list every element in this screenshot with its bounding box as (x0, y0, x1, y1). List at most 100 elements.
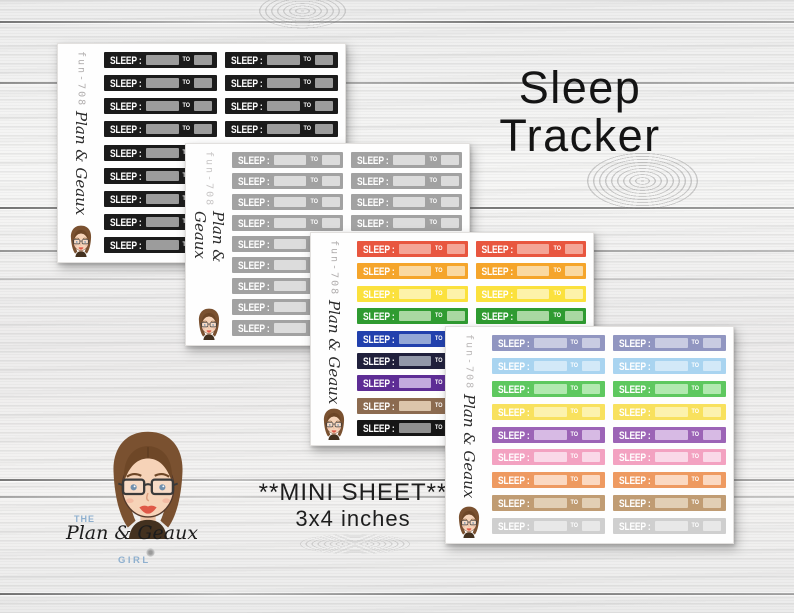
sleep-sticker-gray: SLEEP : TO (351, 215, 462, 231)
wood-knot (300, 534, 410, 554)
size-note: **MINI SHEET** 3x4 inches (243, 479, 463, 532)
sleep-label: SLEEP : (231, 53, 263, 67)
sleep-label: SLEEP : (357, 153, 389, 167)
flower-icon (146, 548, 155, 557)
time-box-start (266, 101, 300, 112)
sleep-label: SLEEP : (363, 354, 395, 368)
girl-avatar-graphic (70, 225, 92, 257)
time-box-start (266, 55, 300, 65)
sleep-label: SLEEP : (619, 336, 651, 350)
time-box-end (194, 124, 213, 135)
plank-seam (0, 593, 794, 595)
to-label: TO (182, 125, 191, 133)
sleep-sticker-tan: SLEEP : TO (613, 495, 726, 512)
time-box-start (145, 170, 179, 181)
sleep-label: SLEEP : (238, 195, 270, 209)
sleep-sticker-periwinkle: SLEEP : TO (492, 335, 605, 351)
sleep-sticker-gray: SLEEP : TO (351, 194, 462, 210)
sleep-sticker-purple: SLEEP : TO (492, 426, 605, 443)
time-box-start (398, 244, 431, 254)
to-label: TO (434, 379, 443, 387)
time-box-start (273, 155, 307, 165)
plank-seam (0, 479, 794, 481)
to-label: TO (182, 102, 191, 110)
brand-script-label: Plan & Geaux (325, 300, 343, 405)
sleep-sticker-pink: SLEEP : TO (492, 449, 605, 466)
time-box-start (392, 197, 426, 207)
sleep-label: SLEEP : (498, 405, 530, 419)
to-label: TO (570, 499, 579, 507)
to-label: TO (434, 312, 443, 320)
time-box-start (392, 176, 426, 186)
sleep-label: SLEEP : (619, 450, 651, 464)
time-box-end (446, 311, 465, 322)
sleep-sticker-light-gray: SLEEP : TO (492, 518, 605, 534)
sleep-label: SLEEP : (363, 264, 395, 278)
sleep-label: SLEEP : (363, 421, 395, 435)
time-box-end (703, 338, 722, 348)
time-box-start (517, 311, 550, 322)
sleep-label: SLEEP : (357, 216, 389, 230)
time-box-end (582, 406, 601, 417)
to-label: TO (570, 453, 579, 461)
to-label: TO (310, 177, 318, 185)
to-label: TO (691, 339, 700, 347)
time-box-end (582, 429, 601, 440)
girl-avatar-graphic (323, 408, 345, 440)
time-box-start (654, 452, 688, 463)
sleep-label: SLEEP : (363, 309, 395, 323)
time-box-end (322, 155, 340, 165)
to-label: TO (691, 453, 700, 461)
sleep-sticker-orange: SLEEP : TO (357, 263, 468, 280)
time-box-start (533, 383, 567, 394)
sleep-sticker-tan: SLEEP : TO (492, 495, 605, 512)
time-box-end (582, 475, 601, 486)
time-box-end (565, 288, 583, 299)
time-box-end (315, 101, 334, 112)
sleep-label: SLEEP : (363, 242, 395, 256)
time-box-start (392, 218, 426, 228)
to-label: TO (429, 156, 437, 164)
time-box-start (273, 281, 307, 291)
to-label: TO (434, 334, 443, 343)
brand-script-label: Plan & Geaux (191, 211, 227, 263)
sleep-sticker-pink: SLEEP : TO (613, 449, 726, 466)
time-box-end (565, 244, 583, 254)
time-box-start (145, 124, 179, 135)
sleep-sticker-yellow: SLEEP : TO (475, 285, 586, 302)
sleep-label: SLEEP : (110, 53, 142, 67)
sleep-label: SLEEP : (619, 473, 651, 487)
to-label: TO (553, 290, 561, 298)
sleep-sticker-green: SLEEP : TO (357, 308, 468, 325)
time-box-start (273, 239, 307, 249)
time-box-end (582, 383, 601, 394)
to-label: TO (182, 79, 191, 87)
to-label: TO (429, 198, 437, 206)
to-label: TO (691, 430, 700, 439)
sheet-side-strip: fun-708 Plan & Geaux (313, 240, 355, 440)
time-box-end (315, 124, 334, 135)
to-label: TO (691, 362, 700, 370)
time-box-start (273, 260, 307, 270)
sheet-avatar (455, 505, 483, 538)
time-box-start (517, 244, 550, 254)
sleep-label: SLEEP : (110, 122, 142, 136)
to-label: TO (303, 125, 312, 133)
to-label: TO (570, 476, 579, 484)
time-box-start (145, 101, 179, 112)
note-line-2: 3x4 inches (295, 505, 411, 531)
sleep-label: SLEEP : (619, 359, 651, 373)
time-box-end (703, 452, 722, 463)
time-box-start (533, 406, 567, 417)
sleep-sticker-black: SLEEP : TO (225, 121, 338, 138)
sleep-label: SLEEP : (231, 99, 263, 113)
sleep-label: SLEEP : (498, 496, 530, 510)
sleep-label: SLEEP : (110, 192, 142, 206)
time-box-end (565, 266, 583, 277)
time-box-end (565, 311, 583, 322)
time-box-start (273, 302, 307, 312)
sleep-label: SLEEP : (238, 279, 270, 293)
time-box-end (703, 521, 722, 531)
